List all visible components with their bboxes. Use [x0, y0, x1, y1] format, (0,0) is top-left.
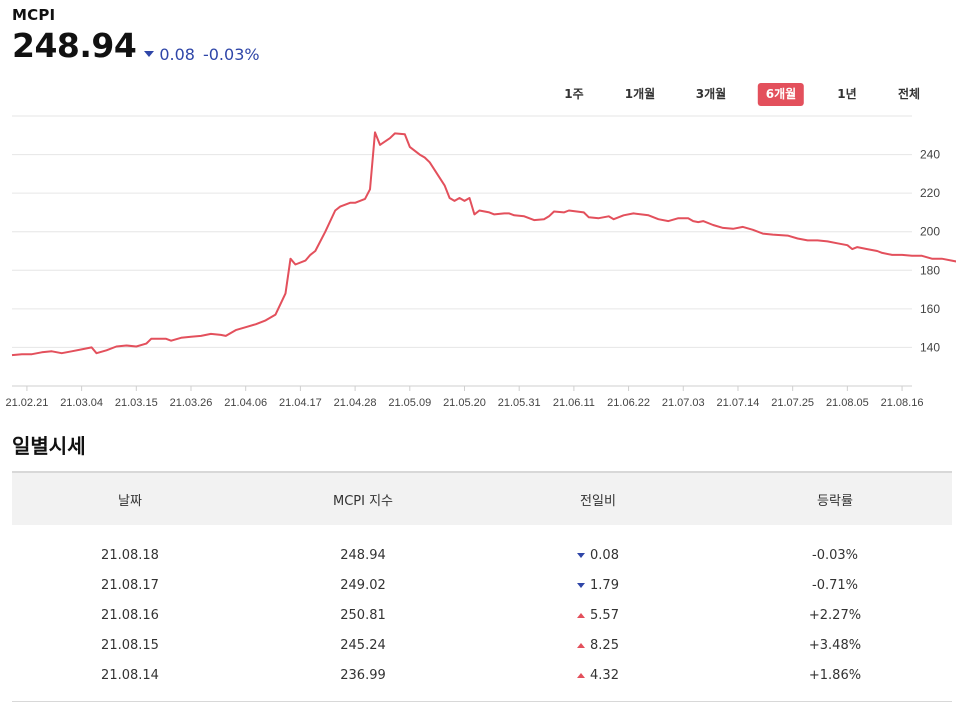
row-change: 8.25	[478, 638, 718, 653]
row-rate: -0.71%	[812, 577, 858, 593]
row-date: 21.08.16	[101, 607, 159, 623]
x-tick-label: 21.05.31	[498, 397, 541, 409]
row-index: 249.02	[340, 577, 386, 593]
row-index: 245.24	[340, 637, 386, 653]
row-index: 250.81	[340, 607, 386, 623]
y-tick-label: 200	[920, 225, 940, 239]
row-date: 21.08.15	[101, 637, 159, 653]
x-tick-label: 21.06.11	[553, 397, 595, 409]
x-tick-label: 21.04.06	[224, 397, 267, 409]
x-tick-label: 21.07.03	[662, 397, 705, 409]
quote-header: MCPI 248.94 0.08 -0.03%	[12, 6, 260, 65]
row-date: 21.08.14	[101, 667, 159, 683]
row-change-value: 0.08	[590, 547, 619, 563]
y-tick-label: 160	[920, 302, 940, 316]
change-value: 0.08	[159, 44, 195, 64]
row-change-value: 1.79	[590, 577, 619, 593]
x-tick-label: 21.04.17	[279, 397, 322, 409]
index-name: MCPI	[12, 6, 56, 24]
row-change-value: 8.25	[590, 637, 619, 653]
row-change: 0.08	[478, 548, 718, 563]
table-row: 21.08.17 249.02 1.79 -0.71%	[12, 570, 952, 600]
change-percent: -0.03%	[202, 44, 260, 64]
daily-prices-title: 일별시세	[12, 434, 86, 458]
header-index: MCPI 지수	[332, 493, 394, 509]
x-tick-label: 21.07.25	[771, 397, 814, 409]
row-change-value: 4.32	[590, 667, 619, 683]
row-date: 21.08.18	[101, 547, 159, 563]
x-tick-label: 21.03.26	[170, 397, 213, 409]
row-change: 5.57	[478, 608, 718, 623]
row-change-value: 5.57	[590, 607, 619, 623]
row-date: 21.08.17	[101, 577, 159, 593]
x-tick-label: 21.02.21	[6, 397, 49, 409]
table-row: 21.08.18 248.94 0.08 -0.03%	[12, 540, 952, 570]
tab-1-week[interactable]: 1주	[564, 87, 584, 101]
row-rate: +1.86%	[808, 667, 862, 683]
row-index: 236.99	[340, 667, 386, 683]
tab-6-months[interactable]: 6개월	[757, 83, 805, 106]
tab-3-months[interactable]: 3개월	[695, 87, 727, 101]
row-index: 248.94	[340, 547, 386, 563]
table-body: 21.08.18 248.94 0.08 -0.03% 21.08.17 249…	[12, 525, 952, 690]
up-triangle-icon	[577, 642, 586, 648]
x-tick-label: 21.08.05	[826, 397, 869, 409]
period-tabs: 1주 1개월 3개월 6개월 1년 전체	[0, 83, 956, 107]
up-triangle-icon	[577, 672, 586, 678]
current-price: 248.94	[12, 26, 137, 65]
x-tick-label: 21.08.16	[881, 397, 924, 409]
tab-all[interactable]: 전체	[897, 87, 921, 101]
header-date: 날짜	[118, 493, 142, 509]
y-tick-label: 240	[920, 148, 940, 162]
table-header: 날짜 MCPI 지수 전일비 등락률	[12, 471, 952, 525]
y-tick-label: 140	[920, 340, 940, 354]
down-triangle-icon	[577, 582, 586, 588]
x-tick-label: 21.03.15	[115, 397, 158, 409]
x-tick-label: 21.03.04	[60, 397, 103, 409]
row-rate: +2.27%	[808, 607, 862, 623]
header-change: 전일비	[580, 493, 616, 509]
table-row: 21.08.16 250.81 5.57 +2.27%	[12, 600, 952, 630]
x-tick-label: 21.04.28	[334, 397, 377, 409]
daily-prices-table: 날짜 MCPI 지수 전일비 등락률 21.08.18 248.94 0.08 …	[12, 471, 952, 690]
row-change: 4.32	[478, 668, 718, 683]
down-triangle-icon	[144, 51, 155, 57]
row-change: 1.79	[478, 578, 718, 593]
tab-1-month[interactable]: 1개월	[624, 87, 656, 101]
y-tick-label: 220	[920, 186, 940, 200]
price-row: 248.94 0.08 -0.03%	[12, 26, 260, 65]
price-line-chart: 140 160 180 200 220 240 21.02.21 21.03.04 21.03…	[6, 115, 956, 409]
table-bottom-border	[12, 701, 952, 702]
series-line	[11, 131, 956, 357]
x-tick-label: 21.07.14	[717, 397, 760, 409]
y-tick-label: 180	[920, 263, 940, 277]
table-row: 21.08.14 236.99 4.32 +1.86%	[12, 660, 952, 690]
row-rate: -0.03%	[812, 547, 858, 563]
x-tick-label: 21.05.20	[443, 397, 486, 409]
header-rate: 등락률	[817, 493, 853, 509]
down-triangle-icon	[577, 552, 586, 558]
tab-1-year[interactable]: 1년	[837, 87, 857, 101]
x-tick-label: 21.05.09	[388, 397, 431, 409]
table-row: 21.08.15 245.24 8.25 +3.48%	[12, 630, 952, 660]
up-triangle-icon	[577, 612, 586, 618]
price-change: 0.08 -0.03%	[144, 44, 260, 64]
x-tick-label: 21.06.22	[607, 397, 650, 409]
row-rate: +3.48%	[808, 637, 862, 653]
